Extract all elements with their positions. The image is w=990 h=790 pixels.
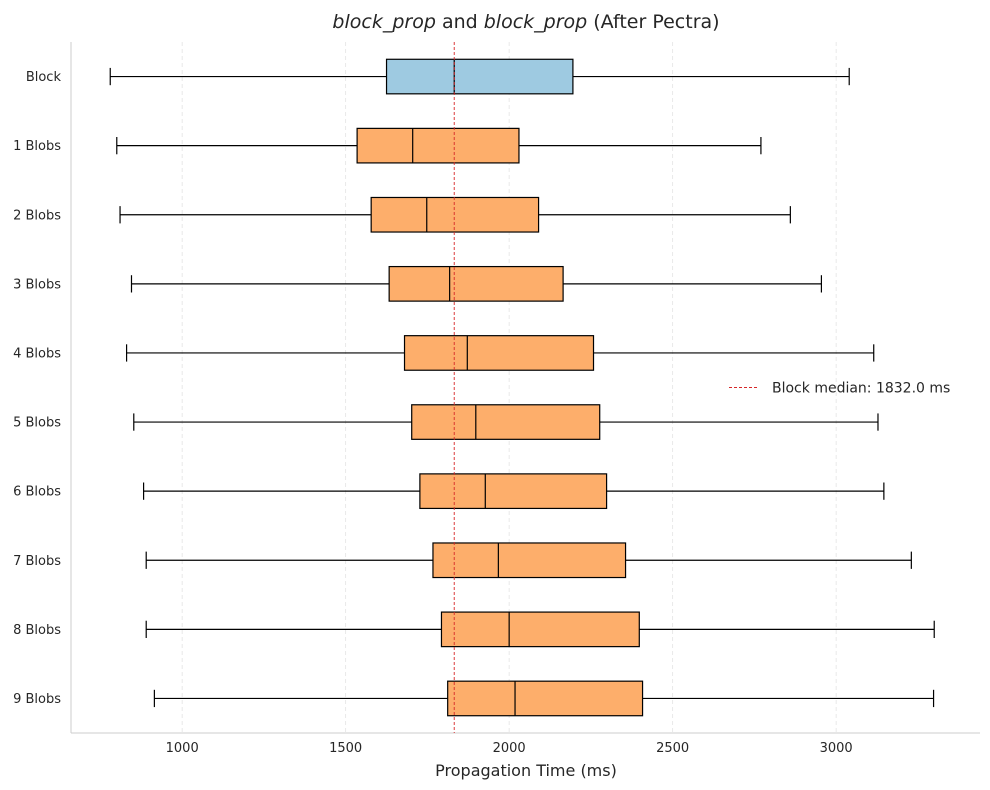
box-8-blobs xyxy=(145,611,935,648)
box-block xyxy=(109,58,850,95)
box-6-blobs xyxy=(142,473,885,510)
chart-title: block_prop and block_prop (After Pectra) xyxy=(332,11,719,33)
iqr-box xyxy=(440,611,640,648)
box-2-blobs xyxy=(119,196,791,233)
y-tick-label: 9 Blobs xyxy=(13,692,61,707)
y-tick-label: 3 Blobs xyxy=(13,277,61,292)
title-italic-b: block_prop xyxy=(484,11,587,33)
y-tick-label: 2 Blobs xyxy=(13,208,61,223)
box-7-blobs xyxy=(145,542,912,579)
iqr-box xyxy=(356,127,520,164)
x-tick-label: 3000 xyxy=(820,741,853,756)
title-middle: and xyxy=(436,11,484,33)
y-tick-label: 4 Blobs xyxy=(13,346,61,361)
y-tick-label: 6 Blobs xyxy=(13,485,61,500)
title-italic-a: block_prop xyxy=(332,11,435,33)
iqr-box xyxy=(411,404,601,440)
box-4-blobs xyxy=(125,335,875,371)
x-tick-label: 2500 xyxy=(656,741,689,756)
legend: Block median: 1832.0 ms xyxy=(729,381,950,397)
boxes xyxy=(109,58,935,717)
x-tick-label: 1000 xyxy=(166,741,199,756)
title-suffix: (After Pectra) xyxy=(587,11,719,33)
iqr-box xyxy=(385,58,574,95)
iqr-box xyxy=(370,196,540,233)
iqr-box xyxy=(432,542,627,579)
iqr-box xyxy=(403,335,595,371)
box-9-blobs xyxy=(153,680,935,717)
y-tick-label: 8 Blobs xyxy=(13,623,61,638)
box-5-blobs xyxy=(133,404,879,440)
y-tick-label: 7 Blobs xyxy=(13,554,61,569)
x-tick-label: 2000 xyxy=(493,741,526,756)
legend-label: Block median: 1832.0 ms xyxy=(772,381,950,397)
iqr-box xyxy=(388,265,564,302)
tick-labels: 1000 1500 2000 2500 3000 Block 1 Blobs 2 Blobs 3… xyxy=(13,70,853,756)
box-3-blobs xyxy=(130,265,823,302)
iqr-box xyxy=(447,680,644,717)
y-tick-label: 1 Blobs xyxy=(13,139,61,154)
y-tick-label: Block xyxy=(26,70,62,85)
x-tick-label: 1500 xyxy=(329,741,362,756)
y-tick-label: 5 Blobs xyxy=(13,416,61,431)
axes xyxy=(70,42,980,734)
x-axis-label: Propagation Time (ms) xyxy=(435,761,617,780)
box-1-blobs xyxy=(116,127,762,164)
iqr-box xyxy=(419,473,608,510)
